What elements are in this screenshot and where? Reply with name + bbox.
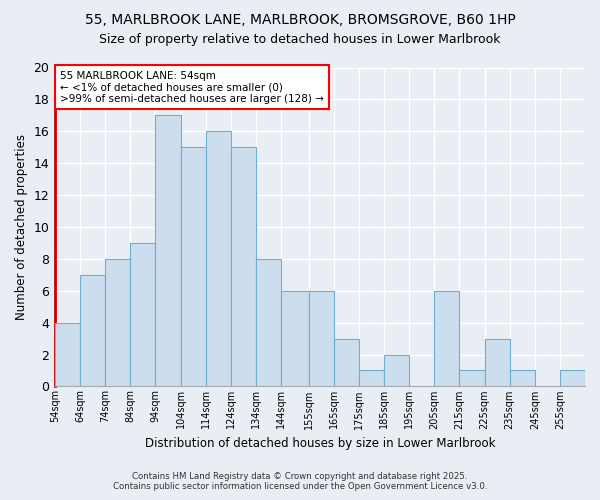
Bar (281, 290, 308, 386)
Bar (334, 338, 359, 386)
Text: Contains HM Land Registry data © Crown copyright and database right 2025.
Contai: Contains HM Land Registry data © Crown c… (113, 472, 487, 491)
Bar (434, 290, 460, 386)
Bar (181, 147, 206, 386)
Text: 55, MARLBROOK LANE, MARLBROOK, BROMSGROVE, B60 1HP: 55, MARLBROOK LANE, MARLBROOK, BROMSGROV… (85, 12, 515, 26)
Bar (485, 338, 509, 386)
Bar (231, 147, 256, 386)
Bar (509, 370, 535, 386)
Bar (206, 132, 231, 386)
Bar (155, 116, 181, 386)
Y-axis label: Number of detached properties: Number of detached properties (15, 134, 28, 320)
Bar (560, 370, 585, 386)
X-axis label: Distribution of detached houses by size in Lower Marlbrook: Distribution of detached houses by size … (145, 437, 495, 450)
Bar (55, 322, 80, 386)
Bar (130, 243, 155, 386)
Bar (105, 259, 130, 386)
Bar (384, 354, 409, 386)
Bar (359, 370, 384, 386)
Bar (460, 370, 485, 386)
Bar (80, 275, 105, 386)
Text: Size of property relative to detached houses in Lower Marlbrook: Size of property relative to detached ho… (99, 32, 501, 46)
Text: 55 MARLBROOK LANE: 54sqm
← <1% of detached houses are smaller (0)
>99% of semi-d: 55 MARLBROOK LANE: 54sqm ← <1% of detach… (60, 70, 324, 104)
Bar (256, 259, 281, 386)
Bar (308, 290, 334, 386)
